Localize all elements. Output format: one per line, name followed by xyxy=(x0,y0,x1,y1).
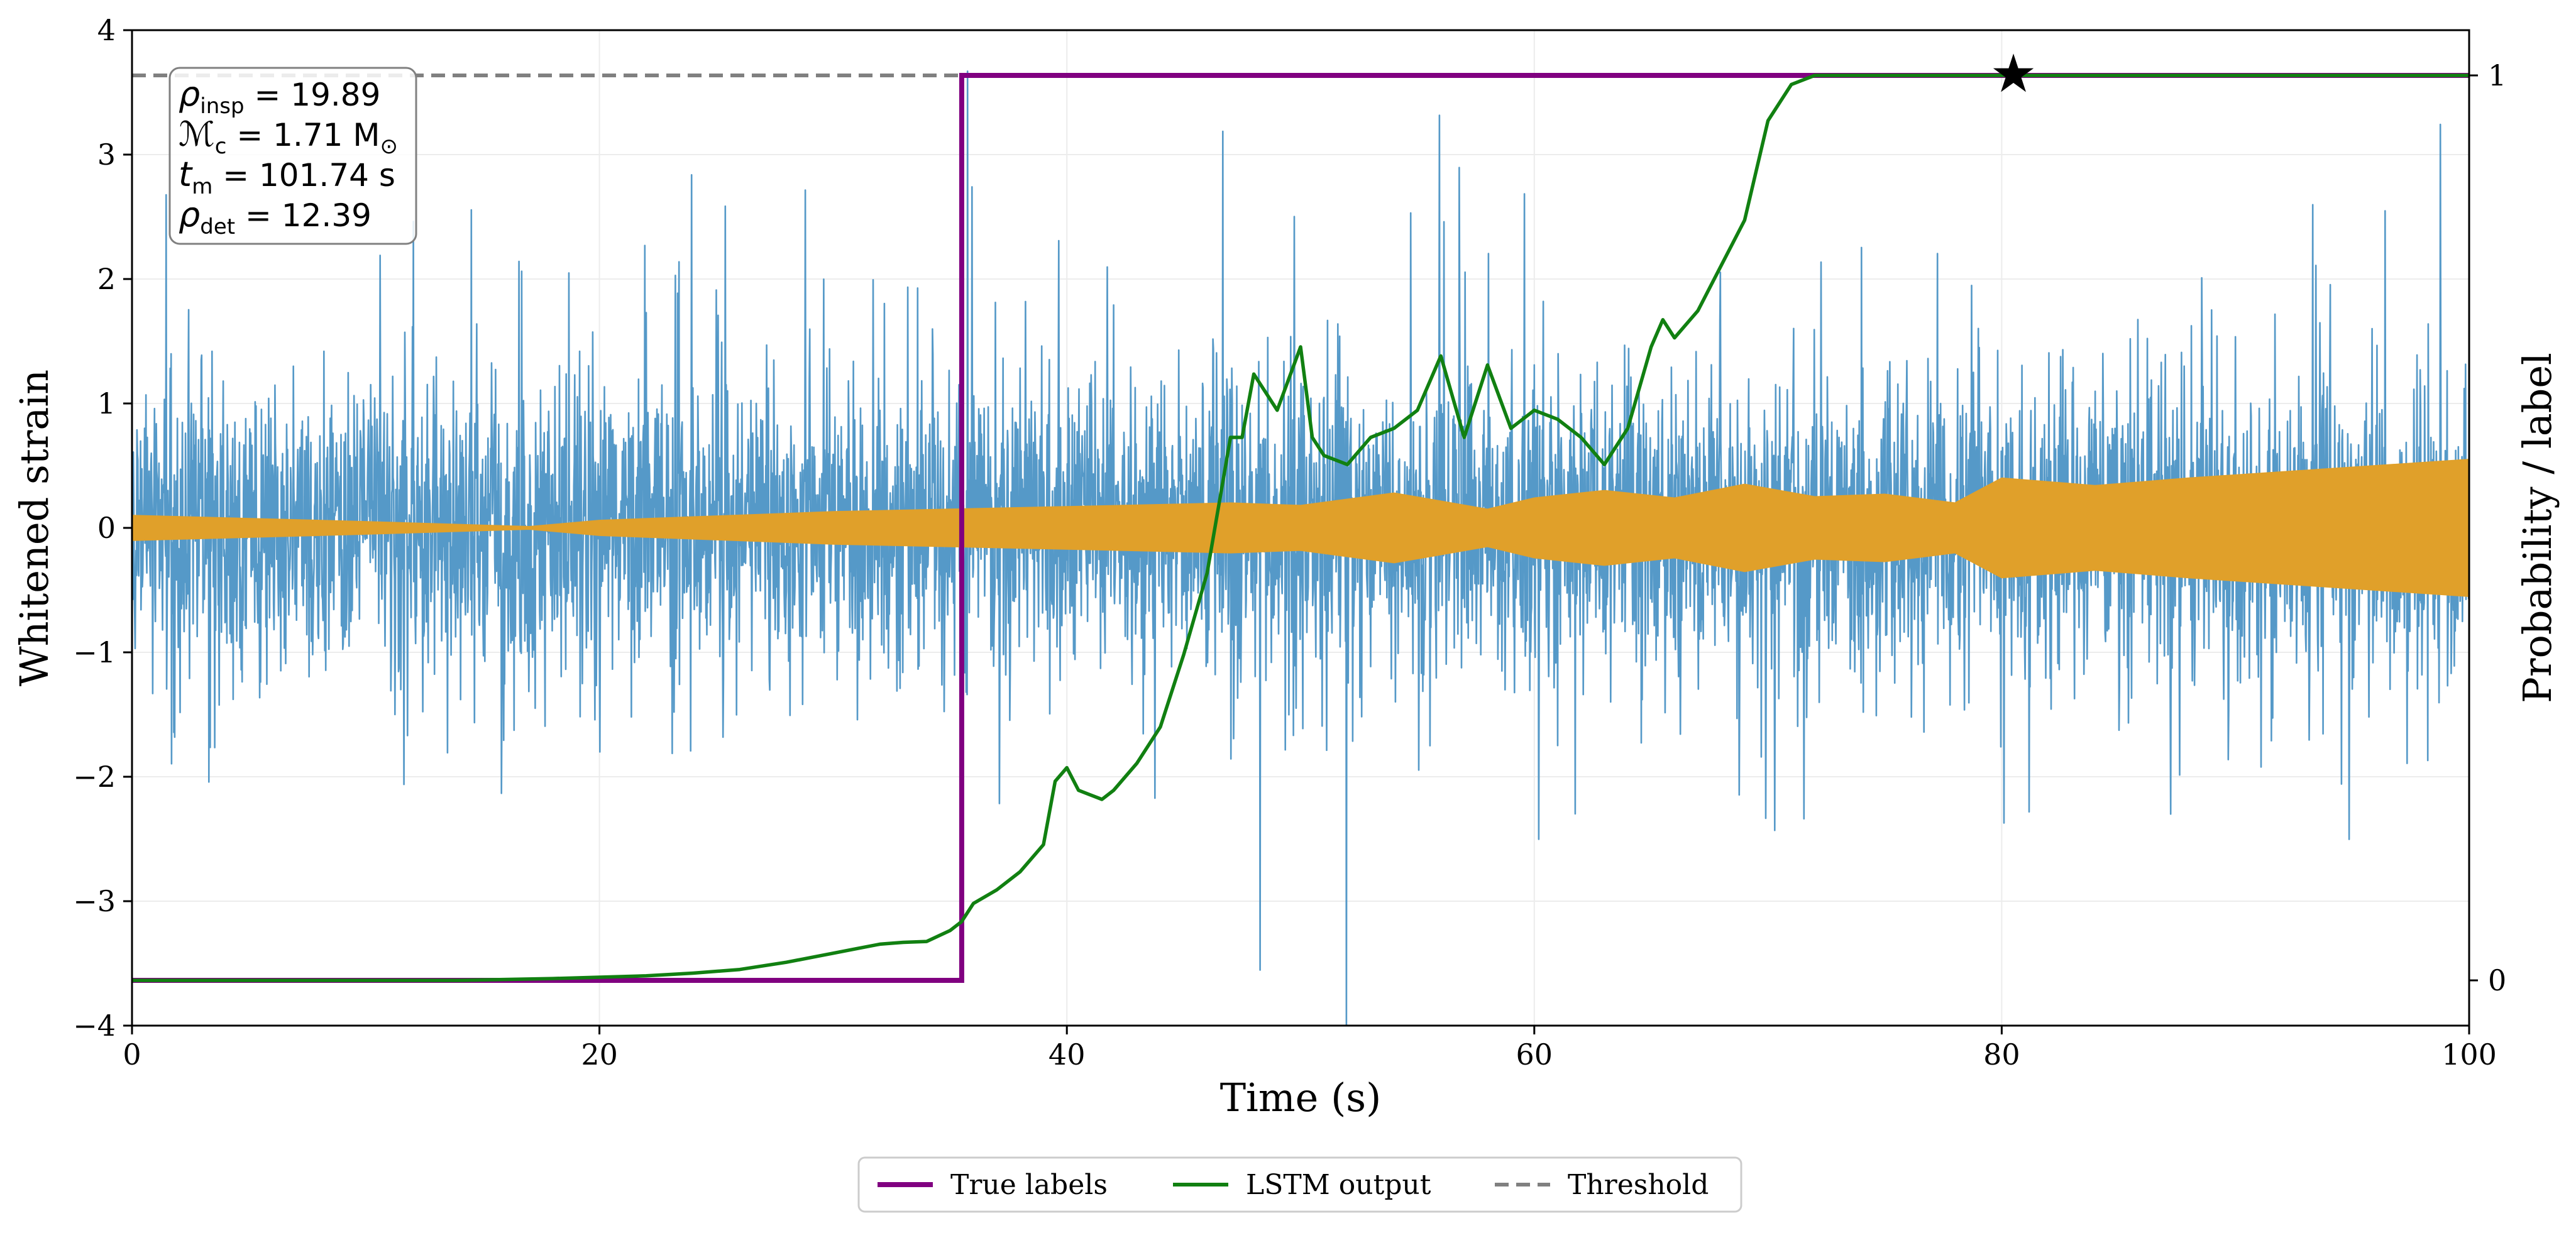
y-left-tick-label: −3 xyxy=(73,884,116,918)
y-left-tick-label: 1 xyxy=(97,386,116,420)
annotation-value: = 101.74 s xyxy=(212,157,395,194)
legend: True labels LSTM output Threshold xyxy=(857,1156,1742,1213)
y-right-axis-title: Probability / label xyxy=(2514,353,2560,703)
x-axis-title: Time (s) xyxy=(1220,1075,1382,1121)
annotation-value: = 19.89 xyxy=(245,77,381,113)
y-left-axis-title: Whitened strain xyxy=(11,370,57,686)
y-left-tick-label: −1 xyxy=(73,635,116,669)
annotation-line: ℳc = 1.71 M⊙ xyxy=(179,114,398,159)
annotation-subscript: c xyxy=(215,134,227,159)
detection-star-icon: ★ xyxy=(1990,43,2037,104)
y-left-tick-label: −4 xyxy=(73,1009,116,1043)
y-left-tick-label: −2 xyxy=(73,760,116,794)
x-tick-label: 0 xyxy=(123,1038,141,1071)
annotation-symbol: t xyxy=(179,155,193,194)
y-left-tick-label: 0 xyxy=(97,511,116,545)
annotation-line: ρinsp = 19.89 xyxy=(179,74,380,119)
annotation-symbol: ℳ xyxy=(179,114,215,154)
y-left-tick-label: 3 xyxy=(97,138,116,172)
annotation-symbol: ρ xyxy=(179,195,200,234)
annotation-frame xyxy=(168,67,417,245)
x-tick-label: 20 xyxy=(581,1038,618,1071)
x-tick-label: 60 xyxy=(1516,1038,1553,1071)
annotation-line: tm = 101.74 s xyxy=(179,155,395,199)
y-left-tick-label: 2 xyxy=(97,262,116,296)
x-tick-label: 80 xyxy=(1983,1038,2020,1071)
x-tick-label: 40 xyxy=(1049,1038,1086,1071)
y-right-tick-label: 0 xyxy=(2488,963,2506,997)
annotation-subscript: insp xyxy=(200,94,244,119)
y-right-tick-label: 1 xyxy=(2488,58,2506,92)
annotation-line: ρdet = 12.39 xyxy=(179,195,372,239)
legend-frame xyxy=(857,1156,1742,1213)
annotation-subscript: m xyxy=(192,174,212,199)
lstm-output-series xyxy=(132,74,2469,982)
legend-label: True labels xyxy=(950,1169,1108,1201)
x-tick-label: 100 xyxy=(2441,1038,2497,1071)
annotation-subscript-2: ⊙ xyxy=(380,134,399,159)
y-left-tick-label: 4 xyxy=(97,13,116,47)
legend-label: LSTM output xyxy=(1246,1169,1431,1201)
lstm-output-line xyxy=(132,74,2469,982)
annotation-subscript: det xyxy=(200,214,235,239)
marker-layer: ★ xyxy=(1990,43,2037,104)
annotation-value: = 12.39 xyxy=(235,197,372,234)
annotation-value: = 1.71 M xyxy=(226,117,380,153)
legend-label: Threshold xyxy=(1568,1169,1709,1201)
annotation-symbol: ρ xyxy=(179,74,200,114)
